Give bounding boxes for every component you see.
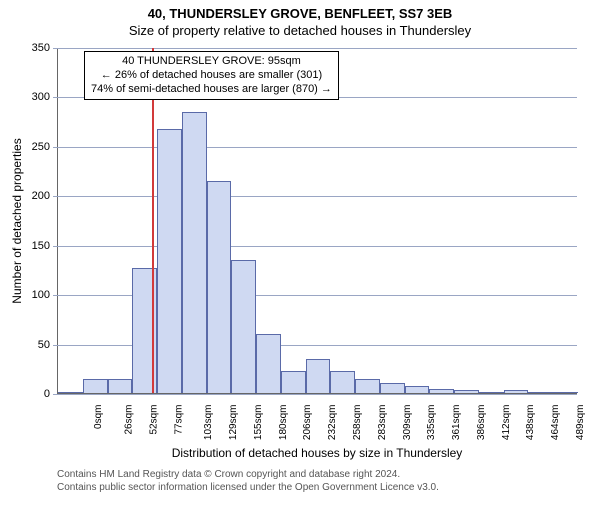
x-tick-label: 26sqm xyxy=(124,405,135,435)
y-tick-label: 150 xyxy=(32,240,50,252)
gridline xyxy=(53,147,577,148)
x-tick-label: 52sqm xyxy=(148,405,159,435)
x-tick-label: 309sqm xyxy=(402,405,413,441)
y-tick-label: 200 xyxy=(32,190,50,202)
x-tick-label: 283sqm xyxy=(377,405,388,441)
footer-line-1: Contains HM Land Registry data © Crown c… xyxy=(57,468,439,481)
x-tick-label: 103sqm xyxy=(204,405,215,441)
y-tick-label: 50 xyxy=(38,339,50,351)
x-tick-label: 206sqm xyxy=(303,405,314,441)
gridline xyxy=(53,196,577,197)
annotation-line: 40 THUNDERSLEY GROVE: 95sqm xyxy=(91,55,332,69)
histogram-bar xyxy=(479,392,504,393)
x-tick-label: 412sqm xyxy=(501,405,512,441)
y-axis-label: Number of detached properties xyxy=(10,138,24,303)
x-tick-label: 77sqm xyxy=(173,405,184,435)
histogram-bar xyxy=(231,260,256,393)
footer-line-2: Contains public sector information licen… xyxy=(57,481,439,494)
histogram-bar xyxy=(528,392,553,393)
histogram-bar xyxy=(157,129,182,393)
y-tick-label: 100 xyxy=(32,289,50,301)
histogram-bar xyxy=(355,379,380,393)
y-tick-label: 300 xyxy=(32,91,50,103)
x-tick-label: 180sqm xyxy=(278,405,289,441)
histogram-bar xyxy=(182,112,207,393)
histogram-bar xyxy=(553,392,578,393)
histogram-bar xyxy=(405,386,430,393)
histogram-bar xyxy=(454,390,479,393)
annotation-line: 74% of semi-detached houses are larger (… xyxy=(91,83,332,97)
histogram-bar xyxy=(83,379,108,393)
page-title-subtitle: Size of property relative to detached ho… xyxy=(0,23,600,38)
x-tick-label: 438sqm xyxy=(525,405,536,441)
x-tick-label: 155sqm xyxy=(253,405,264,441)
gridline xyxy=(53,246,577,247)
histogram-bar xyxy=(108,379,133,393)
y-tick-label: 0 xyxy=(44,388,50,400)
histogram-bar xyxy=(306,359,331,393)
x-tick-label: 335sqm xyxy=(426,405,437,441)
page-title-address: 40, THUNDERSLEY GROVE, BENFLEET, SS7 3EB xyxy=(0,6,600,21)
histogram-bar xyxy=(58,392,83,393)
x-tick-label: 464sqm xyxy=(550,405,561,441)
histogram-bar xyxy=(281,371,306,393)
histogram-bar xyxy=(256,334,281,393)
histogram-bar xyxy=(429,389,454,393)
x-tick-label: 489sqm xyxy=(575,405,586,441)
annotation-line: ← 26% of detached houses are smaller (30… xyxy=(91,69,332,83)
x-tick-label: 386sqm xyxy=(476,405,487,441)
gridline xyxy=(53,394,577,395)
histogram-bar xyxy=(380,383,405,393)
x-tick-label: 232sqm xyxy=(327,405,338,441)
y-tick-label: 250 xyxy=(32,141,50,153)
x-tick-label: 129sqm xyxy=(228,405,239,441)
x-tick-label: 0sqm xyxy=(93,405,104,429)
gridline xyxy=(53,48,577,49)
x-tick-label: 258sqm xyxy=(352,405,363,441)
histogram-bar xyxy=(504,390,529,393)
footer-attribution: Contains HM Land Registry data © Crown c… xyxy=(57,468,439,494)
histogram-chart: 0501001502002503003500sqm26sqm52sqm77sqm… xyxy=(57,48,577,394)
annotation-box: 40 THUNDERSLEY GROVE: 95sqm← 26% of deta… xyxy=(84,51,339,100)
x-axis-label: Distribution of detached houses by size … xyxy=(172,446,463,460)
y-tick-label: 350 xyxy=(32,42,50,54)
histogram-bar xyxy=(330,371,355,393)
x-tick-label: 361sqm xyxy=(451,405,462,441)
title-block: 40, THUNDERSLEY GROVE, BENFLEET, SS7 3EB… xyxy=(0,6,600,38)
histogram-bar xyxy=(207,181,232,393)
